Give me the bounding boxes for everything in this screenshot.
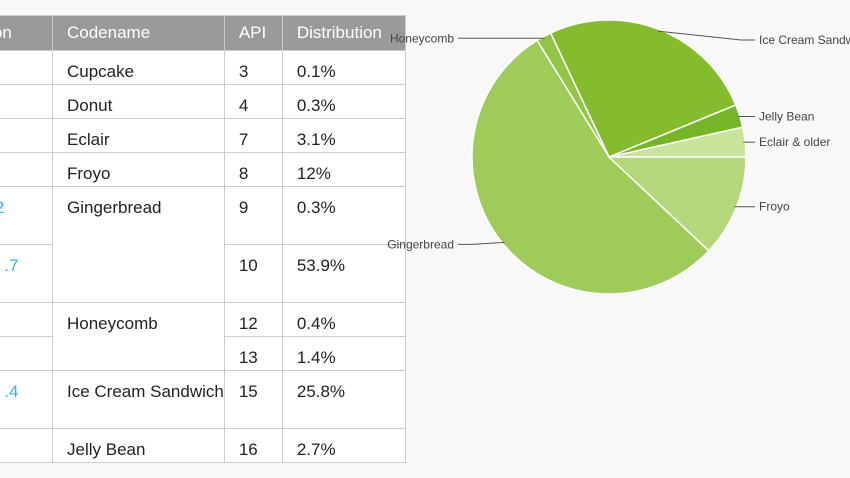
api-cell: 16 [223,428,283,463]
slice-label: Ice Cream Sandwich [759,33,850,47]
api-cell: 15 [223,370,283,429]
api-cell: 7 [223,118,283,153]
version-cell[interactable] [0,428,53,463]
codename-cell: Ice Cream Sandwich [52,370,225,429]
header-version: rsion [0,15,53,51]
distribution-table: rsion Codename API Distribution Cupcake … [0,15,406,463]
api-cell: 9 [223,186,283,245]
distribution-cell: 0.1% [281,50,406,85]
slice-label: Gingerbread [387,237,454,251]
codename-cell: Gingerbread [52,186,225,303]
version-cell[interactable] [0,336,53,371]
api-cell: 8 [223,152,283,187]
distribution-cell: 3.1% [281,118,406,153]
slice-label: Froyo [759,200,790,214]
distribution-cell: 0.3% [281,186,406,245]
codename-cell: Cupcake [52,50,225,85]
table-row: Froyo 8 12% [0,152,406,187]
slice-label: Eclair & older [759,135,830,149]
version-cell[interactable] [0,50,53,85]
slice-label: Honeycomb [390,31,454,45]
codename-cell: Froyo [52,152,225,187]
codename-cell: Jelly Bean [52,428,225,463]
distribution-cell: 0.3% [281,84,406,119]
table-row: 13 1.4% [0,336,406,371]
distribution-cell: 53.9% [281,244,406,303]
api-cell: 4 [223,84,283,119]
version-cell[interactable] [0,118,53,153]
distribution-cell: 25.8% [281,370,406,429]
table-row: Honeycomb 12 0.4% [0,302,406,371]
table-row: Donut 4 0.3% [0,84,406,119]
pie-slice [607,156,747,252]
version-cell[interactable]: .- .2 [0,186,53,245]
table-header-row: rsion Codename API Distribution [0,15,406,51]
version-cell[interactable] [0,302,53,337]
leader-line [657,30,755,41]
distribution-cell: 2.7% [281,428,406,463]
distribution-cell: 12% [281,152,406,187]
codename-cell: Donut [52,84,225,119]
leader-line [458,241,505,245]
table-row: .3 - .7 10 53.9% [0,244,406,303]
header-distribution: Distribution [281,15,406,51]
table-row: .- .2 Gingerbread 9 0.3% [0,186,406,303]
pie-slice [549,19,737,158]
table-row: Jelly Bean 16 2.7% [0,428,406,463]
slice-label: Jelly Bean [759,109,814,123]
table-row: Cupcake 3 0.1% [0,50,406,85]
header-codename: Codename [52,15,225,51]
pie-slice [471,39,710,295]
version-cell[interactable] [0,84,53,119]
